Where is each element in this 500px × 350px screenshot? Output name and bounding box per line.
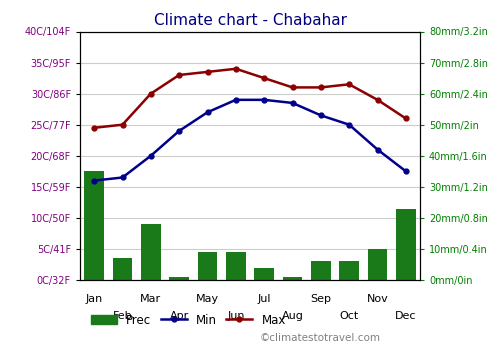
Text: Aug: Aug — [282, 310, 304, 321]
Bar — [254, 267, 274, 280]
Title: Climate chart - Chabahar: Climate chart - Chabahar — [154, 13, 346, 28]
Text: Mar: Mar — [140, 294, 162, 304]
Text: Oct: Oct — [340, 310, 359, 321]
Text: Jun: Jun — [227, 310, 244, 321]
Bar — [396, 209, 416, 280]
Bar — [226, 252, 246, 280]
Bar — [368, 249, 388, 280]
Text: Dec: Dec — [395, 310, 416, 321]
Text: ©climatestotravel.com: ©climatestotravel.com — [260, 333, 381, 343]
Text: Jul: Jul — [258, 294, 271, 304]
Bar — [141, 224, 161, 280]
Text: May: May — [196, 294, 219, 304]
Text: Apr: Apr — [170, 310, 189, 321]
Text: Feb: Feb — [112, 310, 132, 321]
Bar — [84, 171, 104, 280]
Bar — [169, 277, 189, 280]
Text: Nov: Nov — [366, 294, 388, 304]
Bar — [112, 258, 132, 280]
Text: Jan: Jan — [86, 294, 103, 304]
Legend: Prec, Min, Max: Prec, Min, Max — [86, 309, 291, 331]
Bar — [282, 277, 302, 280]
Bar — [198, 252, 218, 280]
Bar — [311, 261, 331, 280]
Text: Sep: Sep — [310, 294, 332, 304]
Bar — [339, 261, 359, 280]
